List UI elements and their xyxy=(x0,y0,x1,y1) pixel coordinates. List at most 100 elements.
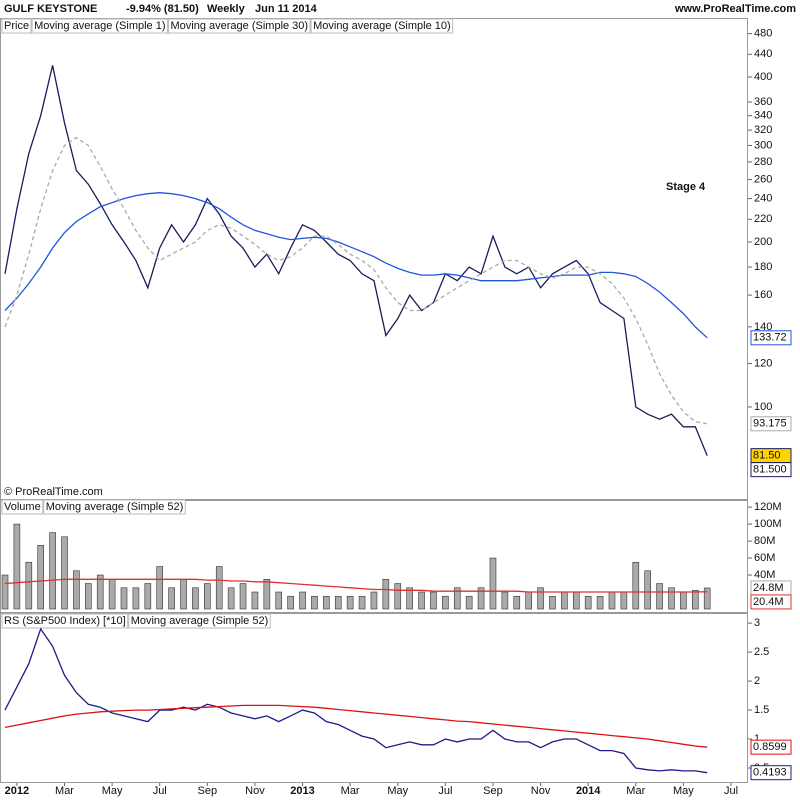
series-line xyxy=(4,704,708,748)
volume-bar xyxy=(442,595,449,610)
legend-box xyxy=(168,18,311,34)
legend-entry: Price xyxy=(4,20,29,32)
period: Weekly xyxy=(207,3,246,15)
end-label-box xyxy=(750,594,792,610)
change: -9.94% (81.50) xyxy=(126,3,199,15)
volume-bar xyxy=(394,583,402,610)
volume-bar xyxy=(251,591,259,610)
legend-entry: Moving average (Simple 1) xyxy=(34,20,165,32)
y-tick-label: 400 xyxy=(754,71,772,83)
volume-bar xyxy=(299,591,306,610)
volume-bar xyxy=(572,591,580,610)
end-label: 81.500 xyxy=(753,464,787,476)
y-tick-label: 120 xyxy=(754,357,772,369)
symbol: GULF KEYSTONE xyxy=(4,3,97,15)
y-tick-label: 240 xyxy=(754,192,772,204)
volume-bar xyxy=(453,587,461,610)
end-label: 0.4193 xyxy=(753,767,787,779)
x-tick-label: Mar xyxy=(626,785,645,797)
volume-bar xyxy=(49,532,56,610)
site: www.ProRealTime.com xyxy=(674,3,796,15)
volume-bar xyxy=(61,536,68,610)
y-tick-label: 60M xyxy=(754,552,775,564)
end-label: 133.72 xyxy=(753,332,787,344)
y-tick-label: 80M xyxy=(754,535,775,547)
end-label: 93.175 xyxy=(753,418,787,430)
series-line xyxy=(4,192,708,339)
volume-bar xyxy=(644,570,651,610)
legend-box xyxy=(1,613,129,629)
y-tick-label: 160 xyxy=(754,289,772,301)
volume-bar xyxy=(656,583,663,610)
x-tick-label: 2013 xyxy=(290,785,314,797)
y-tick-label: 280 xyxy=(754,156,772,168)
x-tick-label: 2012 xyxy=(5,785,29,797)
x-tick-label: Jul xyxy=(724,785,738,797)
volume-bar xyxy=(334,595,342,610)
y-tick-label: 200 xyxy=(754,236,772,248)
legend-box xyxy=(31,18,169,34)
volume-bar xyxy=(239,583,247,610)
volume-bar xyxy=(703,587,711,610)
volume-bar xyxy=(620,591,628,610)
x-tick-label: Sep xyxy=(198,785,218,797)
volume-bar xyxy=(691,590,699,610)
volume-bar xyxy=(37,545,45,610)
y-tick-label: 3 xyxy=(754,617,760,629)
volume-bar xyxy=(180,578,187,610)
volume-panel xyxy=(0,500,748,613)
y-tick-label: 120M xyxy=(754,501,782,513)
x-tick-label: Jul xyxy=(438,785,452,797)
y-tick-label: 1.5 xyxy=(754,704,769,716)
volume-bar xyxy=(680,591,687,610)
x-tick-label: May xyxy=(673,785,694,797)
y-tick-label: 320 xyxy=(754,124,772,136)
volume-bar xyxy=(132,587,140,610)
date: Jun 11 2014 xyxy=(255,3,318,15)
volume-bar xyxy=(584,595,592,610)
volume-bar xyxy=(25,561,33,610)
x-tick-label: Mar xyxy=(55,785,74,797)
volume-bar xyxy=(465,595,473,610)
x-tick-label: 2014 xyxy=(576,785,601,797)
legend-box xyxy=(1,499,44,515)
y-tick-label: 440 xyxy=(754,48,772,60)
volume-bar xyxy=(1,574,9,610)
volume-bar xyxy=(215,566,223,610)
volume-bar xyxy=(501,591,509,610)
volume-bar xyxy=(632,561,640,610)
volume-bar xyxy=(406,587,413,610)
y-tick-label: 360 xyxy=(754,96,772,108)
legend-box xyxy=(1,18,32,34)
volume-bar xyxy=(608,591,616,610)
x-tick-label: Mar xyxy=(341,785,360,797)
x-tick-label: May xyxy=(387,785,408,797)
legend-box xyxy=(310,18,454,34)
legend-box xyxy=(43,499,186,515)
volume-bar xyxy=(204,583,211,610)
series-line xyxy=(4,65,708,456)
legend-entry: Moving average (Simple 10) xyxy=(313,20,451,32)
volume-bar xyxy=(418,591,425,610)
volume-bar xyxy=(561,591,568,610)
x-tick-label: Nov xyxy=(245,785,265,797)
y-tick-label: 140 xyxy=(754,321,772,333)
volume-bar xyxy=(358,595,366,610)
volume-bar xyxy=(489,557,497,610)
series-line xyxy=(4,136,708,425)
volume-bar xyxy=(275,591,283,610)
volume-bar xyxy=(227,587,235,610)
y-tick-label: 340 xyxy=(754,110,772,122)
legend-entry: RS (S&P500 Index) [*10] xyxy=(4,615,126,627)
y-tick-label: 480 xyxy=(754,28,772,40)
volume-bar xyxy=(168,587,175,610)
volume-bar xyxy=(346,595,354,610)
volume-bar xyxy=(477,587,485,610)
volume-bar xyxy=(108,578,116,610)
y-tick-label: 1 xyxy=(754,733,760,745)
volume-bar xyxy=(513,595,521,610)
volume-bar xyxy=(370,591,378,610)
volume-bar xyxy=(96,574,104,610)
annotation: Stage 4 xyxy=(666,181,706,193)
end-label-box xyxy=(750,739,792,755)
